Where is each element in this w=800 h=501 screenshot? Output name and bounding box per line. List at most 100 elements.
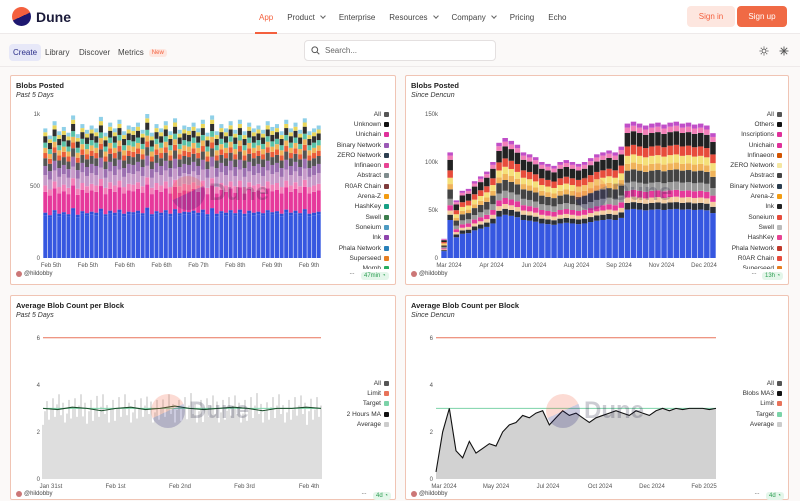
bar-segment [539, 214, 545, 219]
bar-segment [89, 190, 94, 212]
legend-item[interactable]: Arena-Z [309, 191, 389, 201]
bar-segment [526, 220, 533, 258]
author[interactable]: @hildobby [411, 491, 447, 497]
chart-card-avg-blob-5d[interactable]: Average Blob Count per Block Past 5 Days… [10, 295, 396, 500]
bar-segment [163, 188, 168, 211]
bar-segment [307, 155, 312, 161]
nav-resources[interactable]: Resources [385, 0, 441, 34]
nav-echo[interactable]: Echo [544, 0, 570, 34]
bar-segment [563, 203, 570, 210]
legend-item[interactable]: Blobs MA3 [702, 388, 782, 398]
sign-in-button[interactable]: Sign in [687, 6, 735, 27]
tab-metrics[interactable]: Metrics New [114, 44, 171, 61]
bar-segment [279, 176, 284, 188]
tab-library[interactable]: Library [45, 48, 70, 57]
bar-segment [135, 161, 140, 172]
legend-item[interactable]: Infinaeon [309, 160, 389, 170]
legend-item[interactable]: Unknown [309, 119, 389, 129]
bar-segment [484, 219, 490, 223]
bar-segment [256, 150, 261, 156]
nav-enterprise[interactable]: Enterprise [335, 0, 379, 34]
legend-item[interactable]: Limit [309, 388, 389, 398]
legend-item[interactable]: HashKey [702, 233, 782, 243]
legend-item[interactable]: Abstract [702, 171, 782, 181]
legend-item[interactable]: Phala Network [309, 243, 389, 253]
legend-item[interactable]: All [702, 109, 782, 119]
bar-segment [103, 187, 108, 195]
bar-segment [94, 128, 99, 133]
dune-logo[interactable]: Dune [12, 7, 71, 26]
bar-segment [636, 127, 643, 134]
bar-segment [624, 133, 631, 147]
legend-item[interactable]: 2 Hours MA [309, 409, 389, 419]
bar-segment [52, 188, 57, 211]
legend-item[interactable]: All [702, 378, 782, 388]
search-input[interactable] [325, 46, 485, 55]
nav-app[interactable]: App [255, 0, 278, 34]
bar-segment [636, 209, 643, 258]
legend-item[interactable]: Infinaeon [702, 150, 782, 160]
legend-item[interactable]: Average [309, 419, 389, 429]
legend-item[interactable]: Limit [702, 399, 782, 409]
legend-item[interactable]: HashKey [309, 202, 389, 212]
bar-segment [606, 153, 612, 159]
bar-segment [642, 129, 649, 135]
theme-toggle-icon[interactable] [758, 45, 770, 57]
bar-segment [636, 170, 643, 183]
nav-pricing[interactable]: Pricing [506, 0, 538, 34]
bar-segment [496, 150, 502, 163]
legend-item[interactable]: ZERO Network [702, 160, 782, 170]
legend-item[interactable]: Phala Network [702, 243, 782, 253]
legend-item[interactable]: Binary Network [309, 140, 389, 150]
more-dots-icon[interactable]: ··· [751, 269, 757, 278]
legend-item[interactable]: Unichain [702, 140, 782, 150]
bar-segment [224, 153, 229, 159]
legend-item[interactable]: Arena-Z [702, 191, 782, 201]
legend-item[interactable]: Unichain [309, 130, 389, 140]
legend-item[interactable]: Inscriptions [702, 130, 782, 140]
legend-item[interactable]: All [309, 109, 389, 119]
legend-item[interactable]: R0AR Chain [702, 253, 782, 263]
legend-item[interactable]: Others [702, 119, 782, 129]
bar-segment [624, 197, 631, 203]
chart-card-blobs-posted-5d[interactable]: Blobs Posted Past 5 Days 1k 500 0 Feb 5th Fe… [10, 75, 396, 285]
legend-item[interactable]: Swell [702, 222, 782, 232]
legend-item[interactable]: Superseed [309, 253, 389, 263]
bar-segment [247, 137, 252, 143]
sign-up-button[interactable]: Sign up [737, 6, 787, 27]
more-dots-icon[interactable]: ··· [754, 489, 760, 498]
legend-item[interactable]: Ink [702, 202, 782, 212]
legend-item[interactable]: Target [309, 399, 389, 409]
legend-item[interactable]: Superseed [702, 263, 782, 269]
more-options-icon[interactable] [778, 45, 790, 57]
author[interactable]: @hildobby [16, 491, 52, 497]
legend-item[interactable]: Ink [309, 233, 389, 243]
legend-item[interactable]: Swell [309, 212, 389, 222]
legend-item[interactable]: Average [702, 419, 782, 429]
legend-item[interactable]: All [309, 378, 389, 388]
search-box[interactable] [304, 40, 496, 61]
legend-item[interactable]: Soneium [309, 222, 389, 232]
bar-segment [66, 187, 71, 195]
legend-item[interactable]: Target [702, 409, 782, 419]
legend-item[interactable]: Binary Network [702, 181, 782, 191]
more-dots-icon[interactable]: ··· [349, 269, 355, 278]
more-dots-icon[interactable]: ··· [361, 489, 367, 498]
tab-create[interactable]: Create [9, 44, 42, 61]
nav-company[interactable]: Company [448, 0, 500, 34]
chart-card-avg-blob-dencun[interactable]: Average Blob Count per Block Since Dencu… [405, 295, 789, 500]
nav-product[interactable]: Product [283, 0, 329, 34]
chart-card-blobs-posted-dencun[interactable]: Blobs Posted Since Dencun 150k 100k 50k 0 Ma… [405, 75, 789, 285]
tab-discover[interactable]: Discover [79, 48, 111, 57]
legend-item[interactable]: R0AR Chain [309, 181, 389, 191]
author[interactable]: @hildobby [411, 271, 447, 277]
legend-item[interactable]: ZERO Network [309, 150, 389, 160]
legend-item[interactable]: Morph [309, 263, 389, 269]
author[interactable]: @hildobby [16, 271, 52, 277]
legend-item[interactable]: Abstract [309, 171, 389, 181]
legend-item[interactable]: Soneium [702, 212, 782, 222]
